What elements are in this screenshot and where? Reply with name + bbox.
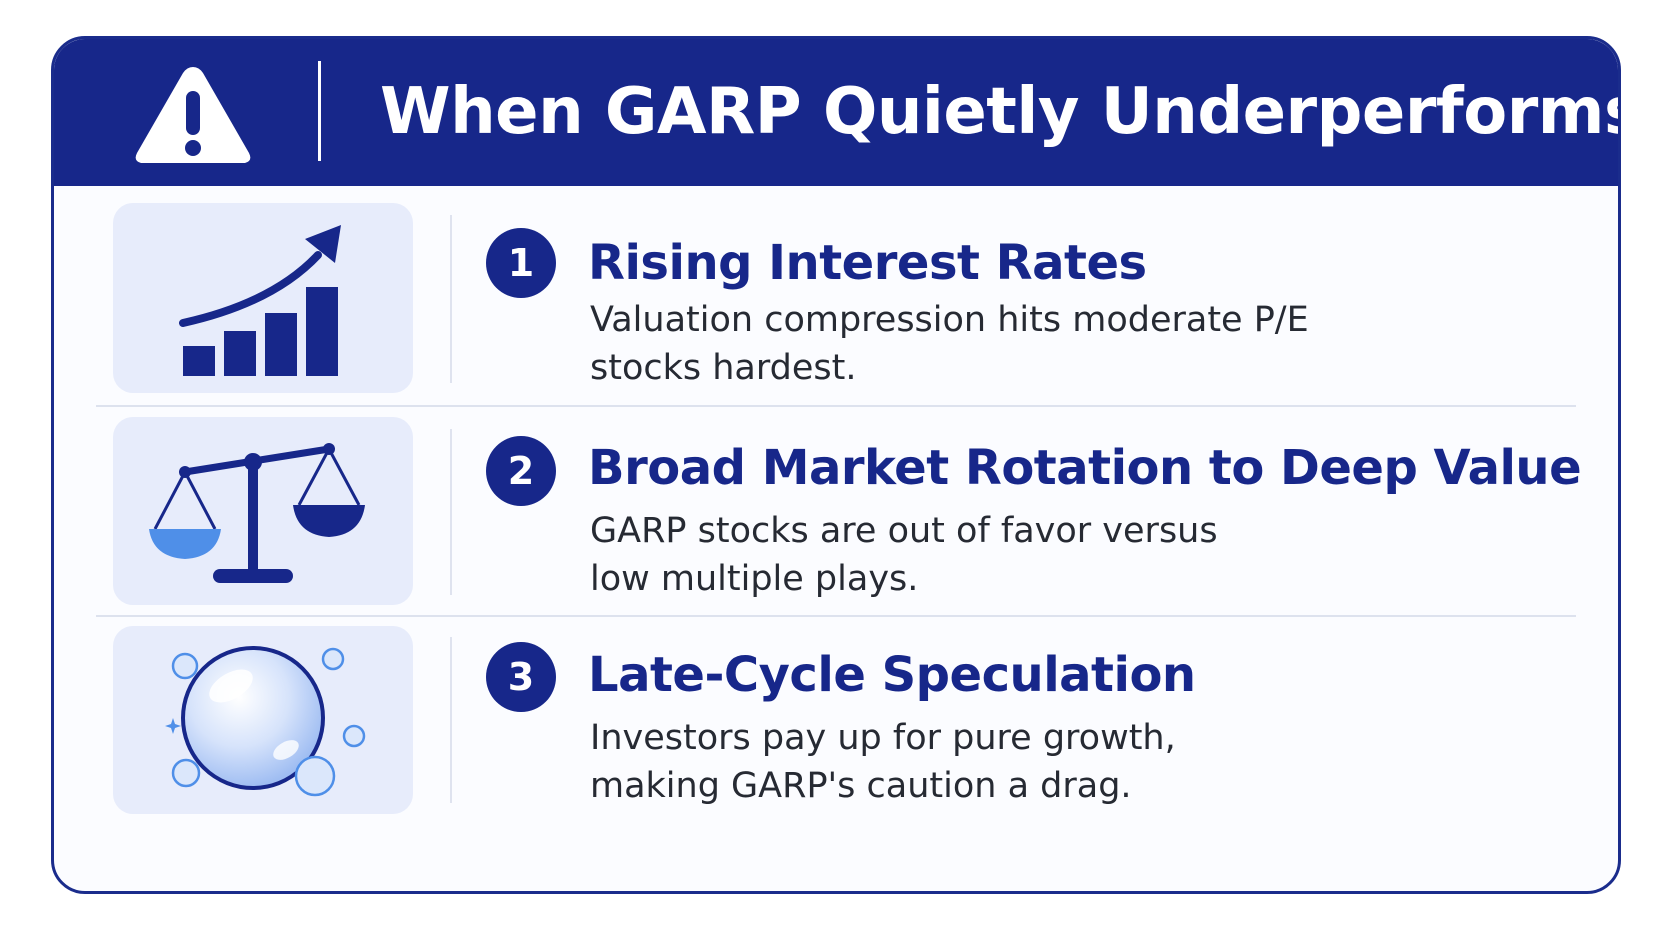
number-badge: 3 xyxy=(486,642,556,712)
number-badge: 1 xyxy=(486,228,556,298)
row-divider-vertical xyxy=(450,215,452,383)
description-line: making GARP's caution a drag. xyxy=(590,766,1132,806)
icon-tile xyxy=(113,626,413,814)
item-title: Broad Market Rotation to Deep Value xyxy=(588,440,1582,496)
description-line: Valuation compression hits moderate P/E xyxy=(590,300,1309,340)
item-description: Valuation compression hits moderate P/E … xyxy=(590,296,1350,392)
warning-triangle-icon xyxy=(135,67,251,163)
icon-tile xyxy=(113,417,413,605)
item-title: Late-Cycle Speculation xyxy=(588,647,1196,703)
item-description: Investors pay up for pure growth, making… xyxy=(590,714,1350,810)
balance-scale-icon xyxy=(149,443,365,583)
rising-bar-chart-icon xyxy=(179,225,341,376)
header-divider xyxy=(318,61,321,161)
item-title: Rising Interest Rates xyxy=(588,235,1147,291)
infographic-card: When GARP Quietly Underperforms 1 Rising… xyxy=(51,36,1621,894)
description-line: low multiple plays. xyxy=(590,559,919,599)
item-description: GARP stocks are out of favor versus low … xyxy=(590,507,1350,603)
description-line: stocks hardest. xyxy=(590,348,857,388)
row-divider-vertical xyxy=(450,429,452,595)
number-badge: 2 xyxy=(486,436,556,506)
bubble-icon xyxy=(165,646,366,797)
description-line: Investors pay up for pure growth, xyxy=(590,718,1176,758)
row-divider-vertical xyxy=(450,637,452,803)
icon-tile xyxy=(113,203,413,393)
row-divider xyxy=(96,405,1576,407)
page-title: When GARP Quietly Underperforms xyxy=(380,75,1621,149)
description-line: GARP stocks are out of favor versus xyxy=(590,511,1218,551)
row-divider xyxy=(96,615,1576,617)
header-bar: When GARP Quietly Underperforms xyxy=(54,39,1618,186)
